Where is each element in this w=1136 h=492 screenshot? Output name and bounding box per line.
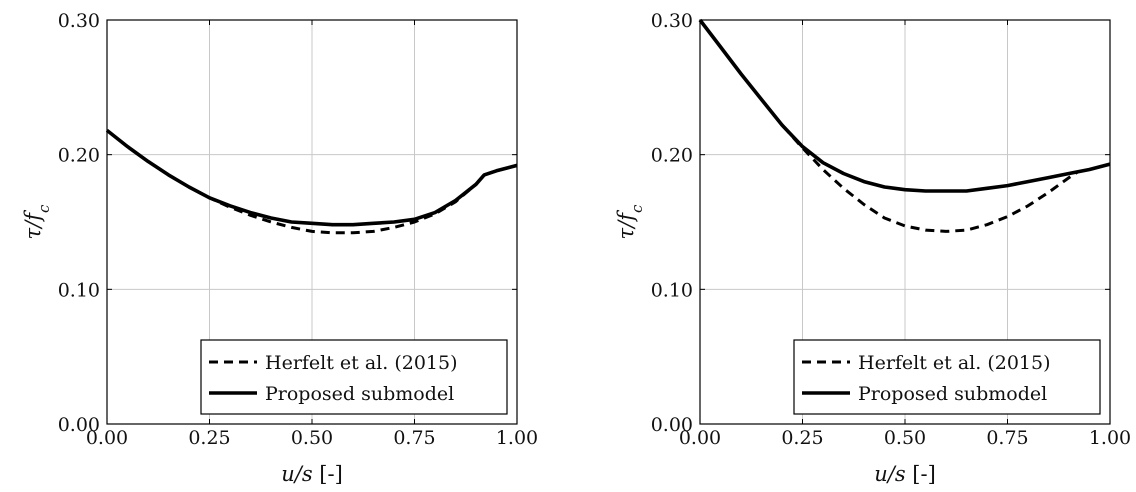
y-tick-label: 0.10	[651, 279, 693, 301]
x-tick-label: 0.50	[884, 427, 926, 449]
series-line-proposed	[105, 128, 518, 227]
legend-label: Herfelt et al. (2015)	[858, 352, 1051, 374]
legend: Herfelt et al. (2015) Proposed submodel	[793, 339, 1101, 415]
x-tick-label: 0.25	[188, 427, 230, 449]
series-line-proposed	[698, 18, 1111, 193]
y-axis-label: τ/fc	[614, 204, 646, 239]
legend-label: Proposed submodel	[858, 383, 1047, 405]
x-tick-label: 0.75	[393, 427, 435, 449]
x-tick-label: 1.00	[496, 427, 538, 449]
x-tick-label: 0.75	[986, 427, 1028, 449]
x-tick-label: 1.00	[1089, 427, 1131, 449]
legend-label: Herfelt et al. (2015)	[265, 352, 458, 374]
legend-box	[793, 339, 1101, 415]
x-tick-label: 0.00	[679, 427, 721, 449]
legend: Herfelt et al. (2015) Proposed submodel	[200, 339, 508, 415]
y-tick-label: 0.30	[651, 10, 693, 32]
x-tick-label: 0.25	[781, 427, 823, 449]
y-tick-label: 0.00	[651, 414, 693, 436]
x-axis-label: u/s [-]	[874, 462, 936, 486]
y-tick-label: 0.30	[58, 10, 100, 32]
chart-panel-right: 0.00 0.25 0.50 0.75 1.00 0.00 0.10 0.20 0.30 u/s …	[614, 10, 1131, 486]
x-tick-label: 0.50	[291, 427, 333, 449]
y-tick-label: 0.20	[58, 145, 100, 167]
legend-label: Proposed submodel	[265, 383, 454, 405]
x-axis-label: u/s [-]	[281, 462, 343, 486]
x-tick-label: 0.00	[86, 427, 128, 449]
legend-box	[200, 339, 508, 415]
y-tick-label: 0.00	[58, 414, 100, 436]
chart-panel-left: 0.00 0.25 0.50 0.75 1.00 0.00 0.10 0.20 0.30 u/s …	[21, 10, 538, 486]
y-tick-label: 0.10	[58, 279, 100, 301]
y-axis-label: τ/fc	[21, 204, 53, 239]
series-line-herfelt	[698, 19, 1079, 233]
y-tick-label: 0.20	[651, 145, 693, 167]
